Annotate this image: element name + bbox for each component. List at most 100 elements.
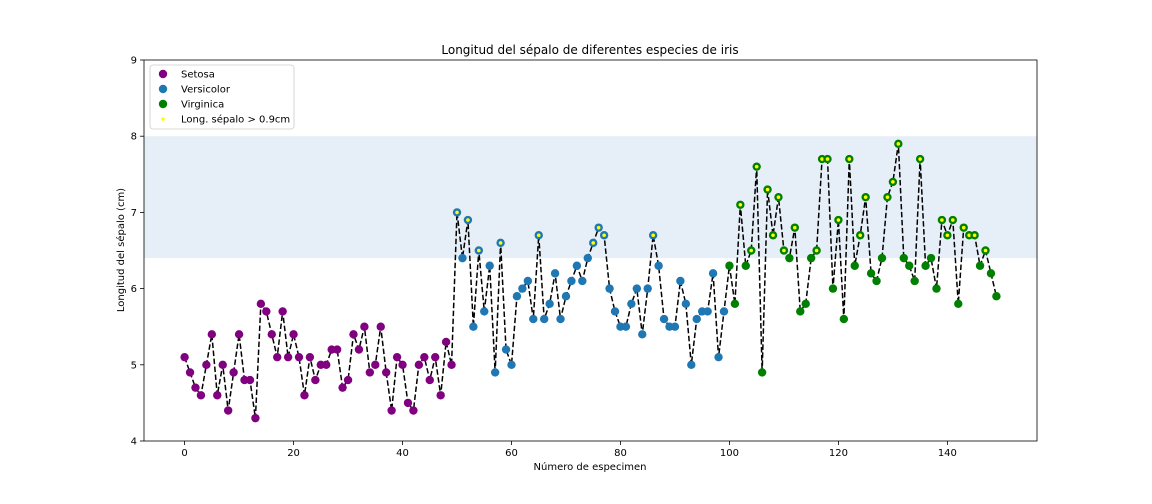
legend: Setosa Versicolor Virginica Long. sépalo > … [149, 64, 295, 130]
point-versicolor [561, 292, 571, 301]
point-virginica [741, 261, 750, 270]
highlight-marker [836, 218, 841, 222]
legend-marker [161, 117, 165, 121]
point-virginica [872, 276, 881, 286]
highlight-marker [591, 241, 596, 245]
point-setosa [431, 352, 440, 362]
point-versicolor [458, 253, 467, 263]
highlight-marker [945, 233, 950, 238]
point-setosa [398, 360, 407, 369]
highlight-marker [536, 233, 541, 238]
point-setosa [245, 375, 255, 385]
point-setosa [262, 307, 271, 316]
highlight-marker [847, 157, 852, 161]
point-setosa [273, 352, 282, 362]
legend-label: Virginica [181, 100, 224, 111]
y-tick-label: 8 [131, 132, 137, 143]
highlight-marker [793, 225, 797, 230]
highlight-marker [891, 180, 895, 184]
point-versicolor [621, 322, 631, 331]
point-setosa [283, 352, 293, 362]
point-versicolor [539, 314, 549, 324]
point-setosa [403, 398, 413, 408]
x-tick-label: 120 [829, 448, 848, 459]
point-setosa [371, 360, 380, 369]
highlight-marker [749, 248, 754, 253]
point-virginica [850, 261, 859, 270]
point-versicolor [719, 307, 729, 316]
highlight-marker [782, 248, 786, 253]
point-versicolor [572, 261, 582, 270]
y-axis-label: Longitud del sépalo (cm) [115, 188, 127, 312]
highlight-marker [738, 202, 743, 207]
point-setosa [294, 352, 304, 362]
point-virginica [839, 314, 849, 324]
highlight-marker [765, 187, 770, 192]
point-setosa [213, 391, 222, 400]
point-versicolor [632, 284, 642, 293]
point-setosa [322, 360, 331, 369]
y-tick-label: 6 [131, 284, 137, 295]
highlight-marker [602, 233, 606, 238]
highlight-marker [776, 195, 781, 199]
highlight-marker [940, 218, 944, 222]
point-versicolor [556, 314, 565, 324]
point-setosa [305, 352, 315, 362]
point-setosa [229, 368, 238, 377]
point-setosa [207, 330, 217, 339]
point-versicolor [501, 345, 511, 354]
legend-marker [158, 69, 168, 79]
legend-label: Long. sépalo > 0.9cm [181, 114, 290, 126]
highlight-marker [466, 218, 470, 222]
point-virginica [801, 299, 810, 309]
point-virginica [932, 284, 941, 293]
point-setosa [332, 345, 342, 354]
point-versicolor [610, 307, 620, 316]
point-versicolor [708, 269, 718, 278]
highlight-marker [983, 248, 988, 253]
legend-label: Setosa [181, 70, 215, 81]
point-versicolor [469, 322, 478, 331]
point-versicolor [545, 299, 554, 309]
highlight-marker [455, 210, 459, 215]
highlight-marker [967, 233, 971, 238]
highlight-marker [477, 248, 481, 253]
point-setosa [185, 368, 195, 377]
point-setosa [256, 299, 266, 309]
point-virginica [730, 299, 740, 309]
point-setosa [387, 406, 396, 415]
legend-marker [158, 84, 168, 94]
point-setosa [289, 330, 298, 339]
point-virginica [992, 292, 1001, 301]
point-setosa [223, 406, 233, 415]
x-tick-label: 60 [505, 448, 518, 459]
point-versicolor [578, 276, 587, 286]
point-virginica [926, 253, 936, 263]
highlight-marker [814, 248, 819, 253]
point-virginica [905, 261, 914, 270]
point-setosa [349, 330, 358, 339]
highlight-marker [596, 225, 601, 230]
point-versicolor [627, 299, 636, 309]
highlight-marker [896, 142, 901, 146]
point-versicolor [550, 269, 560, 278]
axes: 0 20 40 60 80 100 120 140 4 5 6 7 8 9 [131, 56, 1038, 459]
point-versicolor [507, 360, 516, 369]
point-virginica [899, 253, 908, 263]
point-virginica [986, 269, 996, 278]
legend-box [149, 64, 295, 130]
point-virginica [796, 307, 805, 316]
point-versicolor [703, 307, 712, 316]
point-versicolor [670, 322, 680, 331]
point-versicolor [643, 284, 652, 293]
point-setosa [300, 391, 309, 400]
point-setosa [360, 322, 369, 331]
point-setosa [180, 352, 189, 362]
point-setosa [420, 352, 429, 362]
x-tick-label: 40 [396, 448, 409, 459]
x-tick-label: 0 [181, 448, 187, 459]
point-setosa [414, 360, 424, 369]
x-tick-label: 140 [938, 448, 957, 459]
point-versicolor [638, 330, 647, 339]
